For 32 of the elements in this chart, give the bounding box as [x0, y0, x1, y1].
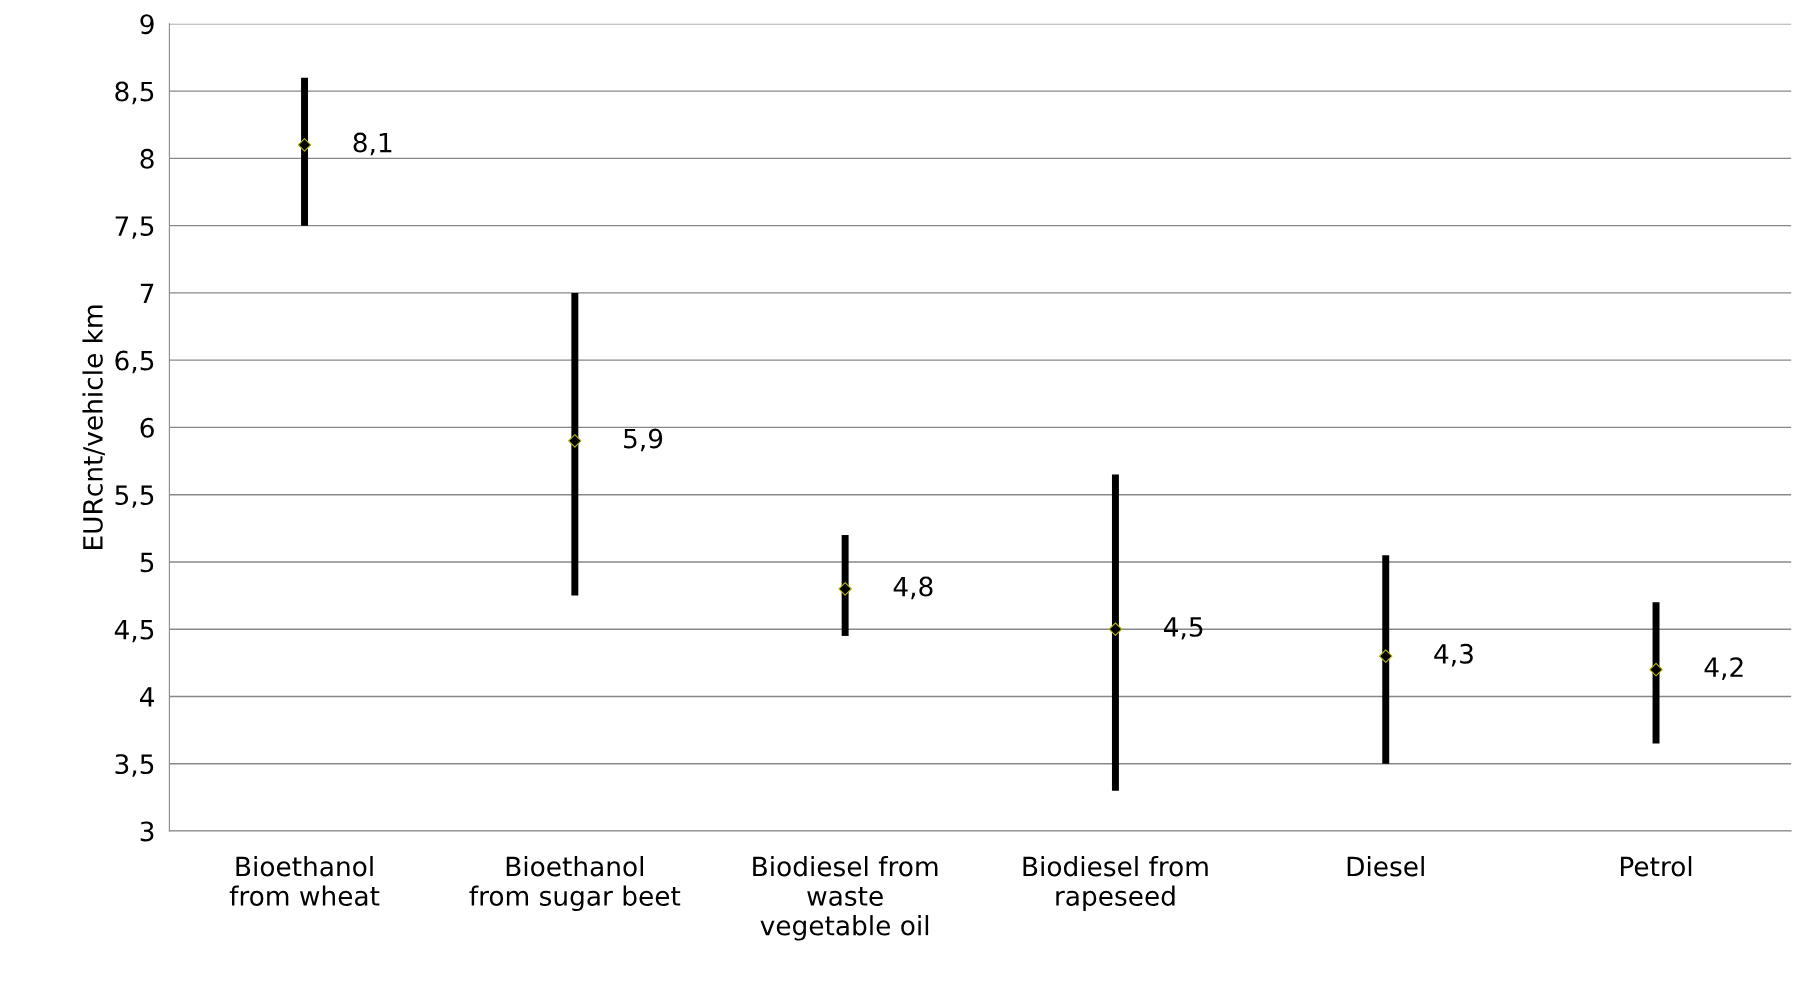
y-tick-label: 5 [140, 552, 154, 573]
x-tick-label: Biodiesel from waste vegetable oil [753, 855, 938, 941]
y-tick-label: 7,5 [115, 216, 154, 239]
x-tick-label: Petrol [1620, 855, 1692, 877]
point [568, 434, 582, 448]
y-tick-label: 8,5 [115, 81, 154, 105]
data-label: 4,2 [1704, 657, 1743, 680]
y-tick-label: 5,5 [115, 485, 154, 508]
x-tick-label: Bioethanol from sugar beet [469, 855, 681, 912]
y-tick-label: 4,5 [114, 619, 154, 643]
x-tick-label: Bioethanol from wheat [229, 855, 380, 906]
y-tick-label: 6 [140, 417, 154, 438]
y-tick-label: 4 [140, 687, 155, 707]
x-tick-label: Diesel [1347, 855, 1424, 877]
y-tick-label: 3,5 [115, 754, 154, 777]
y-tick-label: 6,5 [115, 350, 154, 374]
y-axis-title: EURcnt/vehicle km [82, 305, 105, 549]
data-label: 5,9 [624, 428, 663, 452]
y-tick-label: 8 [140, 148, 154, 169]
data-label: 4,3 [1434, 643, 1473, 667]
x-tick-label: Biodiesel from rapeseed [1023, 855, 1208, 912]
point [838, 582, 852, 596]
data-label: 8,1 [353, 132, 392, 156]
y-tick-label: 9 [140, 14, 154, 35]
data-label: 4,8 [893, 576, 933, 600]
y-tick-label: 7 [140, 283, 154, 303]
y-tick-label: 3 [140, 821, 154, 842]
point [297, 138, 312, 152]
data-label: 4,5 [1163, 617, 1203, 640]
point [1649, 662, 1663, 677]
point [1378, 649, 1393, 663]
point [1108, 622, 1123, 636]
